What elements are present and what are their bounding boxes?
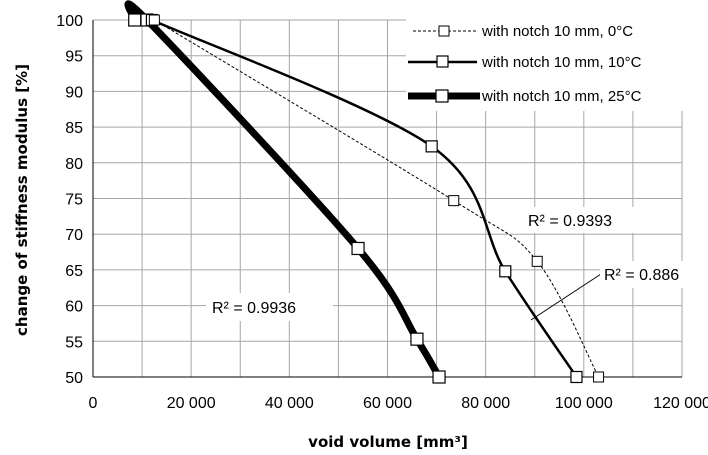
data-point-s2-3: [410, 332, 424, 346]
annotation-r2-09936: R² = 0.9936: [212, 300, 296, 317]
data-point-s1-3: [570, 370, 583, 384]
y-tick-label: 80: [65, 156, 83, 173]
data-point-s1-2: [499, 265, 512, 278]
legend: with notch 10 mm, 0°C with notch 10 mm, …: [406, 17, 702, 111]
x-tick-label: 120 000: [653, 395, 708, 412]
x-tick-label: 0: [89, 395, 98, 412]
y-tick-label: 75: [65, 192, 83, 209]
legend-marker-10c: [436, 55, 449, 68]
data-point-s2-4: [432, 370, 446, 384]
data-point-s0-0: [148, 14, 160, 26]
y-tick-label: 50: [65, 370, 83, 387]
legend-marker-0c: [438, 25, 450, 37]
legend-item-0c: with notch 10 mm, 0°C: [413, 23, 633, 40]
annotation-r2-09393: R² = 0.9393: [528, 213, 612, 230]
annotation-leader-0886: [530, 273, 602, 321]
x-tick-label: 80 000: [461, 395, 510, 412]
x-axis-title: void volume [mm³]: [308, 433, 468, 451]
data-point-s1-1: [425, 140, 438, 153]
y-tick-label: 95: [65, 49, 83, 66]
legend-item-10c: with notch 10 mm, 10°C: [408, 54, 642, 71]
plot-markers: [128, 13, 605, 384]
data-point-s0-1: [448, 195, 460, 207]
annotations: R² = 0.9393 R² = 0.886 R² = 0.9936: [206, 207, 704, 321]
x-tick-label: 100 000: [555, 395, 613, 412]
annotation-box-09393: [519, 207, 643, 233]
data-point-s2-2: [351, 241, 365, 256]
x-tick-label: 20 000: [167, 395, 216, 412]
legend-label-0c: with notch 10 mm, 0°C: [481, 23, 633, 40]
legend-item-25c: with notch 10 mm, 25°C: [408, 88, 642, 105]
y-tick-label: 65: [65, 263, 83, 280]
data-point-s0-2: [531, 255, 543, 267]
annotation-box-0886: [600, 261, 704, 288]
annotation-r2-0886: R² = 0.886: [604, 267, 679, 284]
y-axis-title: change of stiffness modulus [%]: [13, 64, 31, 336]
annotation-box-09936: [206, 293, 333, 321]
axes: 50 55 60 65 70 75 80 85 90 95 100 0 20 000 40 000 60 0…: [56, 13, 708, 412]
y-tick-label: 90: [65, 84, 83, 101]
legend-label-25c: with notch 10 mm, 25°C: [481, 88, 642, 105]
x-tick-label: 40 000: [265, 395, 314, 412]
y-tick-label: 70: [65, 227, 83, 244]
series-line-1: [151, 18, 578, 378]
series-line-0: [154, 19, 600, 378]
data-point-s2-0: [128, 13, 142, 27]
legend-marker-25c: [435, 89, 449, 103]
y-tick-label: 85: [65, 120, 83, 137]
x-tick-label: 60 000: [363, 395, 412, 412]
y-tick-label: 100: [56, 13, 83, 30]
data-point-s0-3: [593, 371, 605, 383]
series-line-2: [124, 0, 443, 379]
y-tick-label: 55: [65, 334, 83, 351]
y-tick-label: 60: [65, 299, 83, 316]
legend-label-10c: with notch 10 mm, 10°C: [481, 54, 642, 71]
